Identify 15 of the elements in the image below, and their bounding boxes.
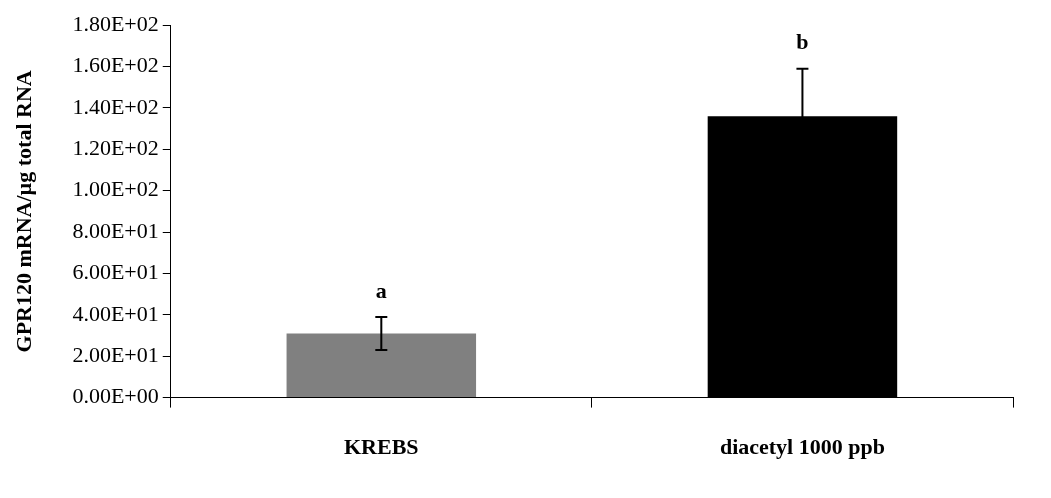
- y-tick-label: 1.60E+02: [72, 52, 159, 78]
- y-tick-label: 2.00E+01: [72, 342, 159, 367]
- x-tick-label: KREBS: [344, 434, 419, 460]
- y-tick-label: 4.00E+01: [72, 300, 159, 326]
- y-tick-label: 1.40E+02: [72, 93, 159, 119]
- x-tick-label: diacetyl 1000 ppb: [719, 434, 885, 460]
- y-tick-label: 0.00E+00: [72, 383, 159, 409]
- y-tick-label: 8.00E+01: [72, 217, 159, 243]
- y-tick-label: 1.00E+02: [72, 176, 159, 202]
- y-tick-label: 1.80E+02: [72, 10, 159, 36]
- y-tick-label: 6.00E+01: [72, 259, 159, 285]
- y-axis-title: GPR120 mRNA/µg total RNA: [10, 70, 36, 353]
- y-tick-label: 1.20E+02: [72, 135, 159, 161]
- annotation: b: [796, 29, 809, 55]
- annotation: a: [375, 277, 387, 303]
